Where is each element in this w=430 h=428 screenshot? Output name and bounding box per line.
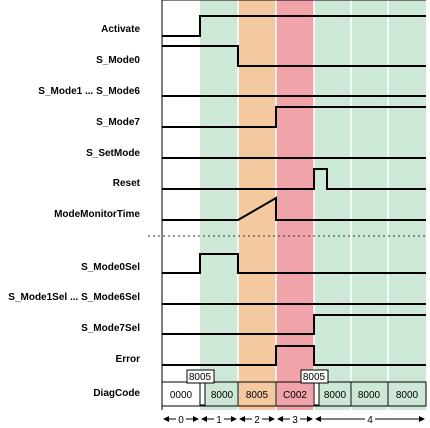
- diagcode-value: 8000: [396, 390, 419, 401]
- phase-backgrounds: [200, 0, 426, 410]
- label-s-setmode: S_SetMode: [86, 148, 140, 159]
- label-s-mode1sel-6sel: S_Mode1Sel ... S_Mode6Sel: [8, 292, 140, 303]
- wave-s-mode7: [162, 106, 426, 128]
- wave-mode-monitor-time: [162, 196, 426, 221]
- label-s-mode7: S_Mode7: [96, 117, 140, 128]
- signal-labels: Activate S_Mode0 S_Mode1 ... S_Mode6 S_M…: [8, 24, 140, 399]
- phase-labels: 0 1 2 3 4: [176, 413, 375, 426]
- phase-4-background: [314, 0, 426, 410]
- wave-activate: [162, 15, 426, 37]
- phase-2-background: [238, 0, 276, 410]
- wave-s-mode0sel: [162, 253, 426, 274]
- label-s-mode0sel: S_Mode0Sel: [81, 262, 140, 273]
- diagcode-value: 8000: [358, 390, 381, 401]
- transition-marker: [199, 382, 206, 406]
- transition-marker: [313, 382, 320, 406]
- phase-3-background: [276, 0, 314, 410]
- phase-label-1: 1: [216, 415, 222, 426]
- diagcode-value: 8000: [211, 390, 234, 401]
- label-error: Error: [116, 354, 141, 365]
- wave-error: [162, 345, 426, 366]
- phase-label-4: 4: [367, 415, 373, 426]
- transition-code-box: [300, 369, 329, 384]
- label-mode-monitor-time: ModeMonitorTime: [54, 209, 140, 220]
- wave-reset: [162, 168, 426, 190]
- diagcode-value: C002: [283, 390, 307, 401]
- label-s-mode7sel: S_Mode7Sel: [81, 323, 140, 334]
- phase-1-background: [200, 0, 238, 410]
- phase-label-2: 2: [254, 415, 260, 426]
- wave-s-mode0: [162, 45, 426, 67]
- label-s-mode1-6: S_Mode1 ... S_Mode6: [38, 86, 140, 97]
- diagcode-value: 8005: [246, 390, 269, 401]
- waveforms: [162, 15, 426, 366]
- phase-label-0: 0: [178, 415, 184, 426]
- wave-s-mode7sel: [162, 314, 426, 335]
- label-reset: Reset: [113, 178, 141, 189]
- transition-code: 8005: [189, 372, 212, 383]
- diagcode-row: 0000 8000 8005 C002 8000 8000 8000 8005 …: [161, 369, 427, 407]
- label-s-mode0: S_Mode0: [96, 55, 140, 66]
- diagcode-value: 8000: [324, 390, 347, 401]
- diagcode-value: 0000: [170, 390, 193, 401]
- transition-code: 8005: [303, 372, 326, 383]
- phase-label-3: 3: [292, 415, 298, 426]
- frame: [161, 0, 426, 410]
- diagcode-box: [161, 381, 427, 407]
- transition-code-box: [186, 369, 215, 384]
- label-activate: Activate: [101, 24, 140, 35]
- label-diagcode: DiagCode: [93, 388, 140, 399]
